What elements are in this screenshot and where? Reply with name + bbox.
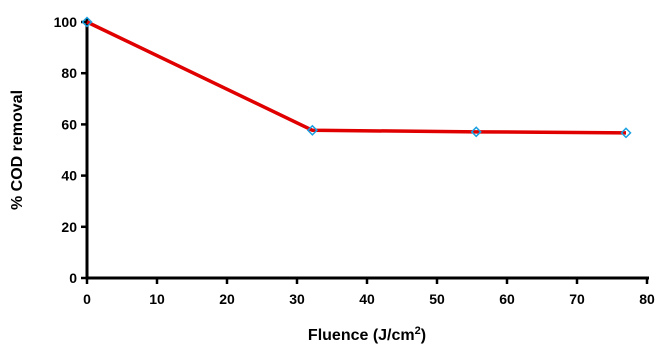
- x-axis-title-superscript: 2: [415, 325, 421, 337]
- x-tick-label: 70: [569, 291, 585, 307]
- data-point-marker: [306, 124, 318, 136]
- x-tick-label: 80: [639, 291, 655, 307]
- x-axis-title: Fluence (J/cm2): [308, 325, 426, 344]
- x-tick-label: 10: [149, 291, 165, 307]
- x-tick-label: 0: [83, 291, 91, 307]
- y-axis-ticks: 0 20 40 60 80 100: [54, 14, 87, 286]
- y-tick-label: 20: [61, 219, 77, 235]
- y-tick-label: 100: [54, 14, 78, 30]
- x-tick-label: 50: [429, 291, 445, 307]
- data-point-marker: [470, 126, 482, 138]
- series-group: [81, 16, 632, 139]
- x-tick-label: 20: [219, 291, 235, 307]
- x-tick-label: 30: [289, 291, 305, 307]
- data-point-marker: [81, 16, 93, 28]
- x-tick-label: 60: [499, 291, 515, 307]
- x-axis-title-main: Fluence (J/cm: [308, 327, 415, 344]
- y-tick-label: 0: [69, 270, 77, 286]
- data-point-marker: [620, 127, 632, 139]
- x-axis-ticks: 0 10 20 30 40 50 60 70 80: [83, 278, 655, 307]
- x-tick-label: 40: [359, 291, 375, 307]
- y-tick-label: 80: [61, 65, 77, 81]
- y-tick-label: 40: [61, 168, 77, 184]
- y-axis-title: % COD removal: [9, 90, 26, 210]
- x-axis-title-suffix: ): [421, 327, 426, 344]
- series-line: [86, 20, 627, 135]
- y-tick-label: 60: [61, 116, 77, 132]
